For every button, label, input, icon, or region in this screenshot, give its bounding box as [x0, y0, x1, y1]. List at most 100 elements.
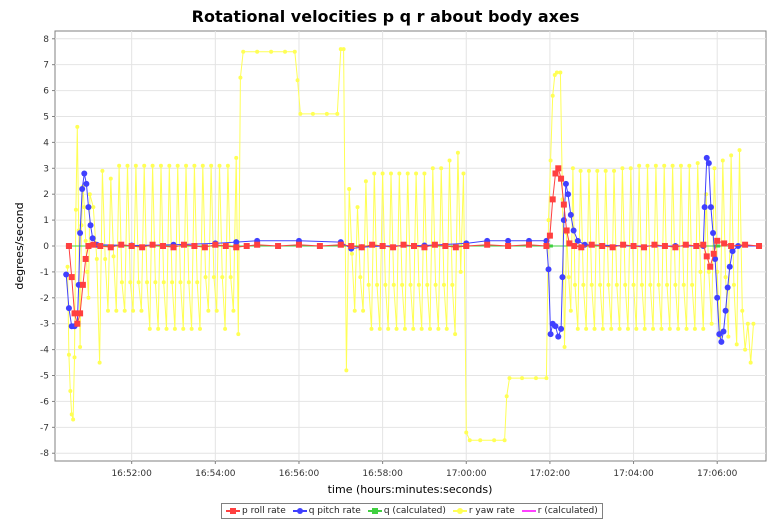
data-point	[578, 168, 583, 173]
data-point	[82, 205, 87, 210]
data-point	[211, 275, 216, 280]
data-point	[756, 243, 763, 249]
data-point	[83, 180, 90, 187]
data-point	[549, 196, 556, 203]
chart-title: Rotational velocities p q r about body a…	[191, 7, 580, 26]
data-point	[85, 204, 92, 211]
data-point	[172, 326, 177, 331]
data-point	[428, 326, 433, 331]
data-point	[72, 355, 77, 360]
data-point	[603, 168, 608, 173]
data-point	[139, 244, 146, 251]
y-tick-label: -4	[40, 346, 49, 356]
data-point	[87, 192, 92, 197]
data-point	[145, 280, 150, 285]
data-point	[751, 321, 756, 326]
y-tick-label: -8	[40, 449, 49, 459]
data-point	[609, 244, 616, 251]
data-point	[400, 282, 405, 287]
data-point	[170, 280, 175, 285]
data-point	[74, 320, 81, 327]
data-point	[200, 163, 205, 168]
data-point	[298, 111, 303, 116]
data-point	[411, 326, 416, 331]
data-point	[223, 326, 228, 331]
data-point	[344, 368, 349, 373]
y-tick-label: -7	[40, 423, 49, 433]
data-point	[720, 328, 727, 335]
data-point	[114, 308, 119, 313]
data-point	[575, 326, 580, 331]
data-point	[467, 438, 472, 443]
data-point	[526, 241, 532, 248]
y-tick-label: 2	[43, 190, 49, 200]
data-point	[714, 237, 721, 244]
data-point	[695, 161, 700, 166]
data-point	[726, 263, 733, 270]
data-point	[377, 326, 382, 331]
data-point	[700, 241, 707, 248]
data-point	[722, 307, 729, 314]
series-r-yaw-rate	[65, 47, 756, 443]
data-point	[662, 163, 667, 168]
data-point	[153, 280, 158, 285]
data-point	[175, 163, 180, 168]
data-point	[118, 241, 125, 248]
data-point	[703, 154, 710, 161]
data-point	[678, 163, 683, 168]
data-point	[69, 412, 74, 417]
data-point	[714, 244, 721, 248]
data-point	[552, 170, 559, 177]
data-point	[464, 430, 469, 435]
data-point	[241, 49, 246, 54]
data-point	[547, 331, 554, 338]
legend-label: r yaw rate	[468, 506, 515, 516]
data-point	[83, 238, 88, 243]
data-point	[225, 163, 230, 168]
data-point	[458, 269, 463, 274]
data-point	[201, 244, 208, 251]
legend-item-q-calculated: q (calculated)	[367, 506, 446, 516]
data-point	[670, 163, 675, 168]
x-tick-label: 17:06:00	[697, 469, 738, 479]
legend-label: p roll rate	[242, 506, 286, 516]
data-point	[369, 241, 376, 248]
y-tick-label: 6	[43, 87, 49, 97]
y-tick-label: 5	[43, 112, 49, 122]
legend-swatch	[367, 507, 382, 515]
data-point	[388, 171, 393, 176]
data-point	[125, 163, 130, 168]
data-point	[484, 241, 491, 248]
data-point	[709, 321, 714, 326]
y-tick-label: 1	[43, 216, 49, 226]
legend-swatch	[226, 507, 240, 515]
data-point	[341, 47, 346, 52]
data-point	[243, 243, 250, 249]
data-point	[729, 153, 734, 158]
data-point	[75, 124, 80, 129]
y-tick-label: 4	[43, 138, 49, 148]
data-point	[422, 171, 427, 176]
data-point	[620, 166, 625, 171]
data-point	[108, 176, 113, 181]
data-point	[718, 338, 725, 345]
data-point	[269, 49, 274, 54]
data-point	[642, 326, 647, 331]
data-point	[81, 170, 88, 177]
data-point	[570, 227, 577, 234]
data-point	[545, 266, 552, 273]
data-point	[77, 230, 84, 237]
data-point	[361, 308, 366, 313]
data-point	[222, 243, 229, 249]
data-point	[295, 78, 300, 83]
data-point	[682, 241, 689, 248]
data-point	[563, 227, 570, 234]
data-point	[461, 171, 466, 176]
x-tick-label: 16:52:00	[111, 469, 152, 479]
data-point	[726, 334, 731, 339]
data-point	[103, 256, 108, 261]
y-tick-label: -1	[40, 268, 49, 278]
data-point	[737, 148, 742, 153]
legend-label: q pitch rate	[308, 506, 361, 516]
